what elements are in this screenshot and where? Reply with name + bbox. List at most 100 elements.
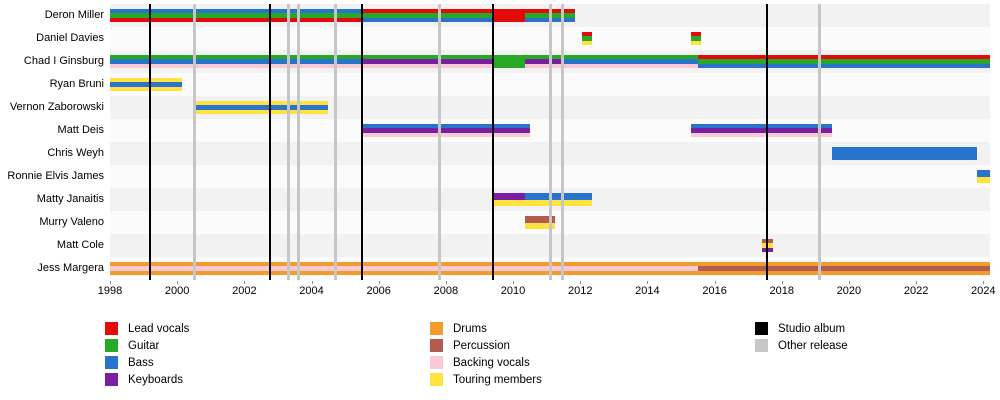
member-row: Vernon Zaborowski xyxy=(0,96,990,119)
keyboards-stripe xyxy=(361,128,530,133)
legend-swatch-other-release xyxy=(755,339,768,352)
keyboards-stripe xyxy=(361,59,493,64)
legend-item: Studio album xyxy=(755,320,848,337)
legend-label: Guitar xyxy=(128,339,160,352)
drums-stripe xyxy=(697,270,990,275)
bass-stripe xyxy=(110,82,183,87)
touring-stripe xyxy=(524,222,556,229)
guitar-stripe xyxy=(110,13,362,18)
member-label: Matt Cole xyxy=(56,239,104,251)
drums-stripe xyxy=(110,262,698,267)
legend-column: Lead vocals Guitar Bass Keyboards xyxy=(105,320,189,388)
legend-swatch-percussion xyxy=(430,339,443,352)
timeline-bar xyxy=(193,101,329,114)
member-track xyxy=(110,4,990,27)
member-label: Vernon Zaborowski xyxy=(9,101,104,113)
timeline-bar xyxy=(581,32,592,45)
legend-item: Drums xyxy=(430,320,542,337)
legend-label: Percussion xyxy=(453,339,510,352)
bass-stripe xyxy=(110,59,362,64)
touring-stripe xyxy=(581,40,592,45)
legend-swatch-bass xyxy=(105,356,118,369)
member-track xyxy=(110,257,990,280)
guitar-stripe xyxy=(492,55,525,68)
timeline-bar xyxy=(832,147,977,160)
guitar-stripe xyxy=(361,13,493,18)
tick-mark xyxy=(110,281,111,284)
x-tick-label: 2024 xyxy=(971,285,996,297)
guitar-stripe xyxy=(524,55,562,60)
legend: Lead vocals Guitar Bass Keyboards Drums Percu… xyxy=(0,300,1000,400)
x-tick-label: 2008 xyxy=(433,285,459,297)
keyboards-stripe xyxy=(492,193,525,200)
timeline-bar xyxy=(524,193,592,206)
legend-item: Touring members xyxy=(430,371,542,388)
band-members-timeline-chart: Deron Miller Daniel Davies Chad I Ginsburg… xyxy=(0,4,996,299)
member-label: Chad I Ginsburg xyxy=(23,55,104,67)
tick-mark xyxy=(916,281,918,284)
legend-label: Backing vocals xyxy=(453,356,530,369)
x-tick-label: 2000 xyxy=(164,285,190,297)
guitar-stripe xyxy=(691,36,702,41)
drums-stripe xyxy=(697,262,990,267)
x-tick-label: 2022 xyxy=(903,285,929,297)
tick-mark xyxy=(580,281,582,284)
timeline-bar xyxy=(361,9,493,22)
touring-stripe xyxy=(976,176,990,183)
member-label: Jess Margera xyxy=(37,262,104,274)
legend-swatch-touring xyxy=(430,373,443,386)
timeline-bar xyxy=(524,9,576,22)
timeline-bar xyxy=(110,9,362,22)
legend-column: Studio album Other release xyxy=(755,320,848,354)
x-tick-label: 2002 xyxy=(232,285,257,297)
legend-swatch-drums xyxy=(430,322,443,335)
member-track xyxy=(110,27,990,50)
touring-stripe xyxy=(492,199,525,206)
member-track xyxy=(110,50,990,73)
legend-label: Touring members xyxy=(453,373,542,386)
timeline-bar xyxy=(110,262,698,275)
bass-stripe xyxy=(361,17,493,22)
member-label: Daniel Davies xyxy=(36,32,104,44)
member-track xyxy=(110,188,990,211)
touring-stripe xyxy=(193,109,329,114)
member-track xyxy=(110,73,990,96)
x-tick-label: 2006 xyxy=(366,285,391,297)
tick-mark xyxy=(983,281,985,284)
member-row: Matt Deis xyxy=(0,119,990,142)
timeline-bar xyxy=(492,193,525,206)
bass-stripe xyxy=(697,63,990,68)
legend-item: Other release xyxy=(755,337,848,354)
drums-stripe xyxy=(110,270,698,275)
backing-vocals-stripe xyxy=(691,132,833,137)
member-row: Chad I Ginsburg xyxy=(0,50,990,73)
backing-vocals-stripe xyxy=(524,63,562,68)
tick-mark xyxy=(311,281,313,284)
member-track xyxy=(110,96,990,119)
member-track xyxy=(110,234,990,257)
bass-stripe xyxy=(524,17,576,22)
timeline-bar xyxy=(697,55,990,68)
legend-label: Other release xyxy=(778,339,848,352)
member-row: Ronnie Elvis James xyxy=(0,165,990,188)
guitar-stripe xyxy=(581,36,592,41)
member-label: Murry Valeno xyxy=(39,216,104,228)
bass-stripe xyxy=(691,124,833,129)
bass-stripe xyxy=(193,105,329,110)
backing-vocals-stripe xyxy=(361,132,530,137)
member-track xyxy=(110,165,990,188)
x-axis: 1998 2000 2002 2004 2006 2008 2010 2012 2014 2016… xyxy=(98,281,996,299)
backing-vocals-stripe xyxy=(110,266,698,271)
legend-label: Studio album xyxy=(778,322,846,335)
timeline-bar xyxy=(691,124,833,137)
keyboards-stripe xyxy=(761,247,774,252)
timeline-bar xyxy=(691,32,702,45)
x-tick-label: 2018 xyxy=(769,285,794,297)
legend-swatch-lead-vocals xyxy=(105,322,118,335)
x-tick-label: 2014 xyxy=(635,285,660,297)
lead-vocals-stripe xyxy=(110,17,362,22)
legend-swatch-backing-vocals xyxy=(430,356,443,369)
touring-stripe xyxy=(110,78,183,83)
member-rows: Deron Miller Daniel Davies Chad I Ginsburg… xyxy=(0,4,990,280)
percussion-stripe xyxy=(524,216,556,223)
